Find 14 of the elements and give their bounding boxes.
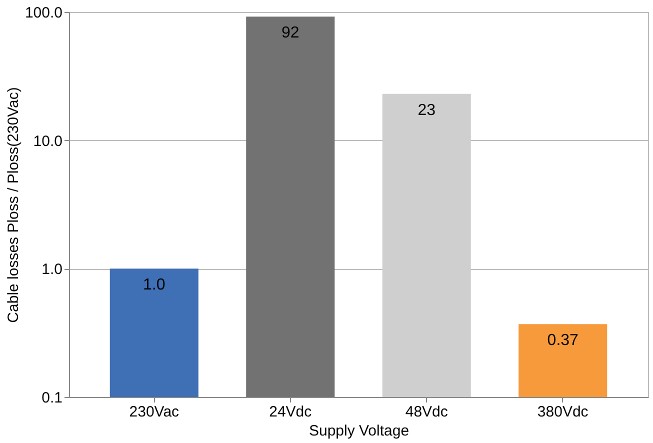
y-axis-title: Cable losses Ploss / Ploss(230Vac) xyxy=(4,87,22,323)
data-label: 0.37 xyxy=(547,332,579,350)
data-label: 1.0 xyxy=(143,276,166,294)
x-tick-label: 380Vdc xyxy=(537,404,589,420)
data-label: 23 xyxy=(418,102,436,119)
y-tick-label: 100.0 xyxy=(24,4,62,22)
x-tick-label: 48Vdc xyxy=(405,404,448,420)
y-tick-label: 10.0 xyxy=(33,132,62,150)
y-tick-label: 1.0 xyxy=(42,261,62,278)
y-tick-label: 0.1 xyxy=(42,390,62,406)
x-tick-label: 24Vdc xyxy=(269,404,312,420)
data-label: 92 xyxy=(281,24,300,42)
x-tick-label: 230Vac xyxy=(129,404,180,420)
x-axis-title: Supply Voltage xyxy=(308,422,410,440)
